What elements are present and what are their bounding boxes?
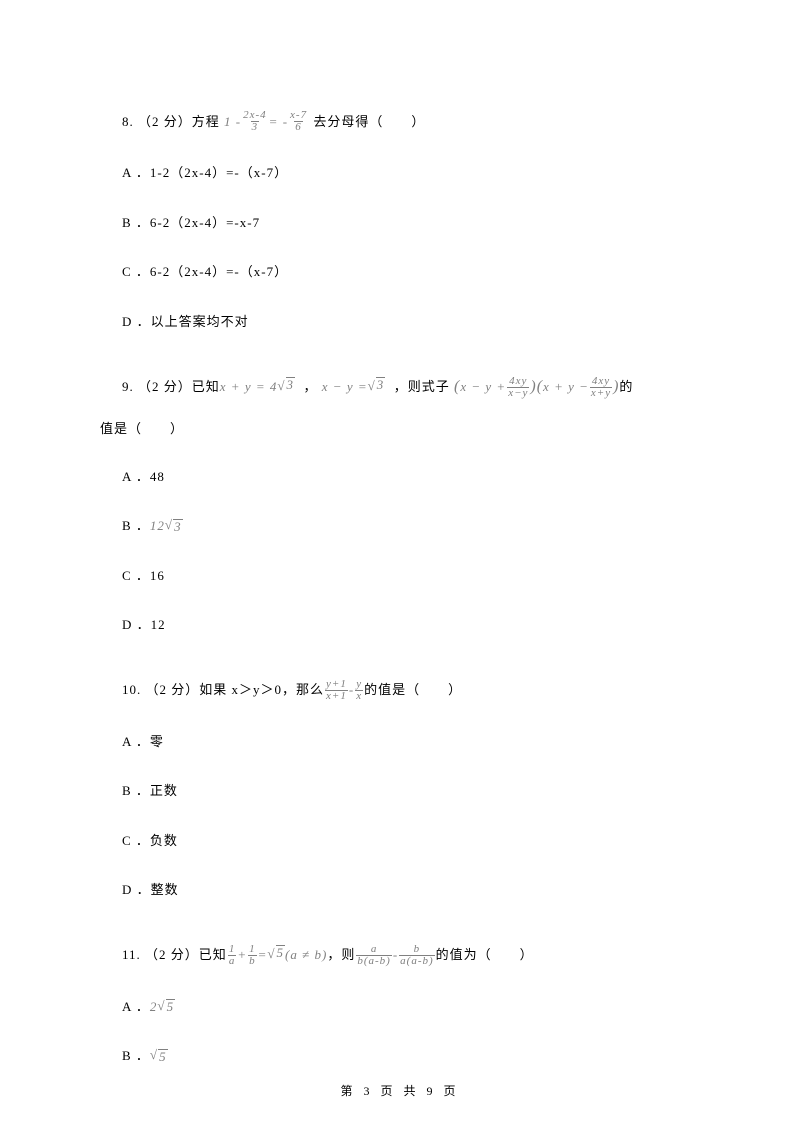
q11-g1n: a (370, 944, 379, 955)
q11-Bsqrt-v: 5 (158, 1049, 168, 1063)
q11-fb-n: 1 (248, 944, 257, 955)
q11-num: 11. (122, 945, 141, 965)
q11-stem: 11. （2 分） 已知 1 a + 1 b = √5 (a ≠ b) ，则 a… (122, 944, 700, 967)
q11-Bsqrt: √5 (150, 1046, 168, 1066)
q9-sqrt2-v: 3 (376, 377, 386, 391)
q9-D: D ．12 (122, 615, 700, 635)
q9-Bsqrt-v: 3 (173, 519, 183, 533)
q10-f2: y x (355, 679, 363, 702)
q9-Bpre: B ． (122, 516, 150, 536)
q8-frac2: x-7 6 (289, 110, 308, 133)
q11-Asqrt-v: 5 (166, 999, 176, 1013)
q11-fa-n: 1 (228, 944, 237, 955)
q11-fb: 1 b (248, 944, 257, 967)
q8-f2-num: x-7 (289, 110, 308, 121)
q9-bigl: x − y + (460, 377, 506, 397)
q8-num: 8. (122, 112, 134, 132)
q8-pre: 方程 (192, 112, 220, 132)
q9-sqrt2: √3 (368, 377, 386, 397)
q11-fa: 1 a (228, 944, 237, 967)
q9-bf1d: x−y (507, 387, 529, 399)
q10-A: A ．零 (122, 732, 700, 752)
q9-num: 9. (122, 377, 134, 397)
q8-f1-num: 2x-4 (242, 110, 268, 121)
q10-post: 的值是（ ） (364, 680, 462, 700)
q8-D: D ．以上答案均不对 (122, 312, 700, 332)
q11-g2d: a(a-b) (399, 955, 435, 967)
q8-f1-den: 3 (251, 121, 260, 133)
q8-stem: 8. （2 分） 方程 1 - 2x-4 3 = - x-7 6 去分母得（ ） (122, 110, 700, 133)
q8-eq-lhs: 1 - (224, 112, 241, 132)
q9-pre: 已知 (192, 377, 220, 397)
q8-f2-den: 6 (294, 121, 303, 133)
q10-pts: （2 分） (146, 680, 200, 700)
q11-Asqrt: √5 (157, 997, 175, 1017)
q9-bf2d: x+y (590, 387, 612, 399)
q9-bigm: x + y − (543, 377, 589, 397)
q8-C: C ．6-2（2x-4）=-（x-7） (122, 262, 700, 282)
q10-pre: 如果 x＞y＞0，那么 (199, 680, 324, 700)
q9-eq1: x + y = 4 (220, 377, 278, 397)
q11-A: A ． 2 √5 (122, 997, 700, 1017)
q9-bf2: 4xy x+y (590, 376, 612, 399)
q9-Bsqrt: √3 (165, 516, 183, 536)
q11-sqrt5-v: 5 (276, 945, 286, 959)
q10-mid: - (349, 680, 354, 700)
q11-g1d: b(a-b) (356, 955, 392, 967)
q10-D: D ．整数 (122, 880, 700, 900)
q8-mid: = - (269, 112, 288, 132)
q8-frac1: 2x-4 3 (242, 110, 268, 133)
q11-B: B ． √5 (122, 1046, 700, 1066)
q9-pts: （2 分） (138, 377, 192, 397)
q8-pts: （2 分） (138, 112, 192, 132)
q10-f2n: y (355, 679, 363, 690)
q9-sep1: ， (295, 377, 322, 397)
q9-post: 的 (619, 377, 633, 397)
q11-fb-d: b (248, 955, 257, 967)
q8-post: 去分母得（ ） (313, 112, 425, 132)
q9-stem: 9. （2 分） 已知 x + y = 4 √3 ， x − y = √3 ，则… (122, 375, 700, 399)
q10-num: 10. (122, 680, 141, 700)
page-footer: 第 3 页 共 9 页 (0, 1082, 800, 1099)
q10-f1: y+1 x+1 (325, 679, 348, 702)
q11-Bpre: B ． (122, 1046, 150, 1066)
q9-Bv: 12 (150, 516, 165, 536)
q11-pts: （2 分） (145, 945, 199, 965)
q11-Av: 2 (150, 997, 158, 1017)
q9-C: C ．16 (122, 566, 700, 586)
q11-post: 的值为（ ） (436, 945, 534, 965)
q9-bf1: 4xy x−y (507, 376, 529, 399)
q11-pre: 已知 (199, 945, 227, 965)
q11-cond: (a ≠ b) (285, 945, 327, 965)
q9-A: A ．48 (122, 467, 700, 487)
q9-sqrt1: √3 (277, 377, 295, 397)
q10-f2d: x (355, 690, 363, 702)
q10-B: B ．正数 (122, 781, 700, 801)
q9-bf2n: 4xy (591, 376, 611, 387)
q11-eq: = (258, 945, 268, 965)
q10-f1d: x+1 (325, 690, 348, 702)
q9-bf1n: 4xy (508, 376, 528, 387)
q9-B: B ． 12 √3 (122, 516, 700, 536)
q11-g1: a b(a-b) (356, 944, 392, 967)
q9-sqrt1-v: 3 (286, 377, 296, 391)
q8-A: A ．1-2（2x-4）=-（x-7） (122, 163, 700, 183)
q11-minus: - (393, 945, 398, 965)
q11-fa-d: a (228, 955, 237, 967)
q9-sep2: ，则式子 (385, 377, 454, 397)
q11-sqrt5: √5 (267, 945, 285, 965)
q11-Apre: A ． (122, 997, 150, 1017)
q9-cont: 值是（ ） (100, 419, 700, 439)
q11-plus: + (237, 945, 247, 965)
q11-g2: b a(a-b) (399, 944, 435, 967)
q10-C: C ．负数 (122, 831, 700, 851)
q8-B: B ．6-2（2x-4）=-x-7 (122, 213, 700, 233)
q10-f1n: y+1 (325, 679, 348, 690)
q9-eq2: x − y = (322, 377, 368, 397)
q11-mid: ，则 (327, 945, 355, 965)
q11-g2n: b (413, 944, 422, 955)
q10-stem: 10. （2 分） 如果 x＞y＞0，那么 y+1 x+1 - y x 的值是（… (122, 679, 700, 702)
